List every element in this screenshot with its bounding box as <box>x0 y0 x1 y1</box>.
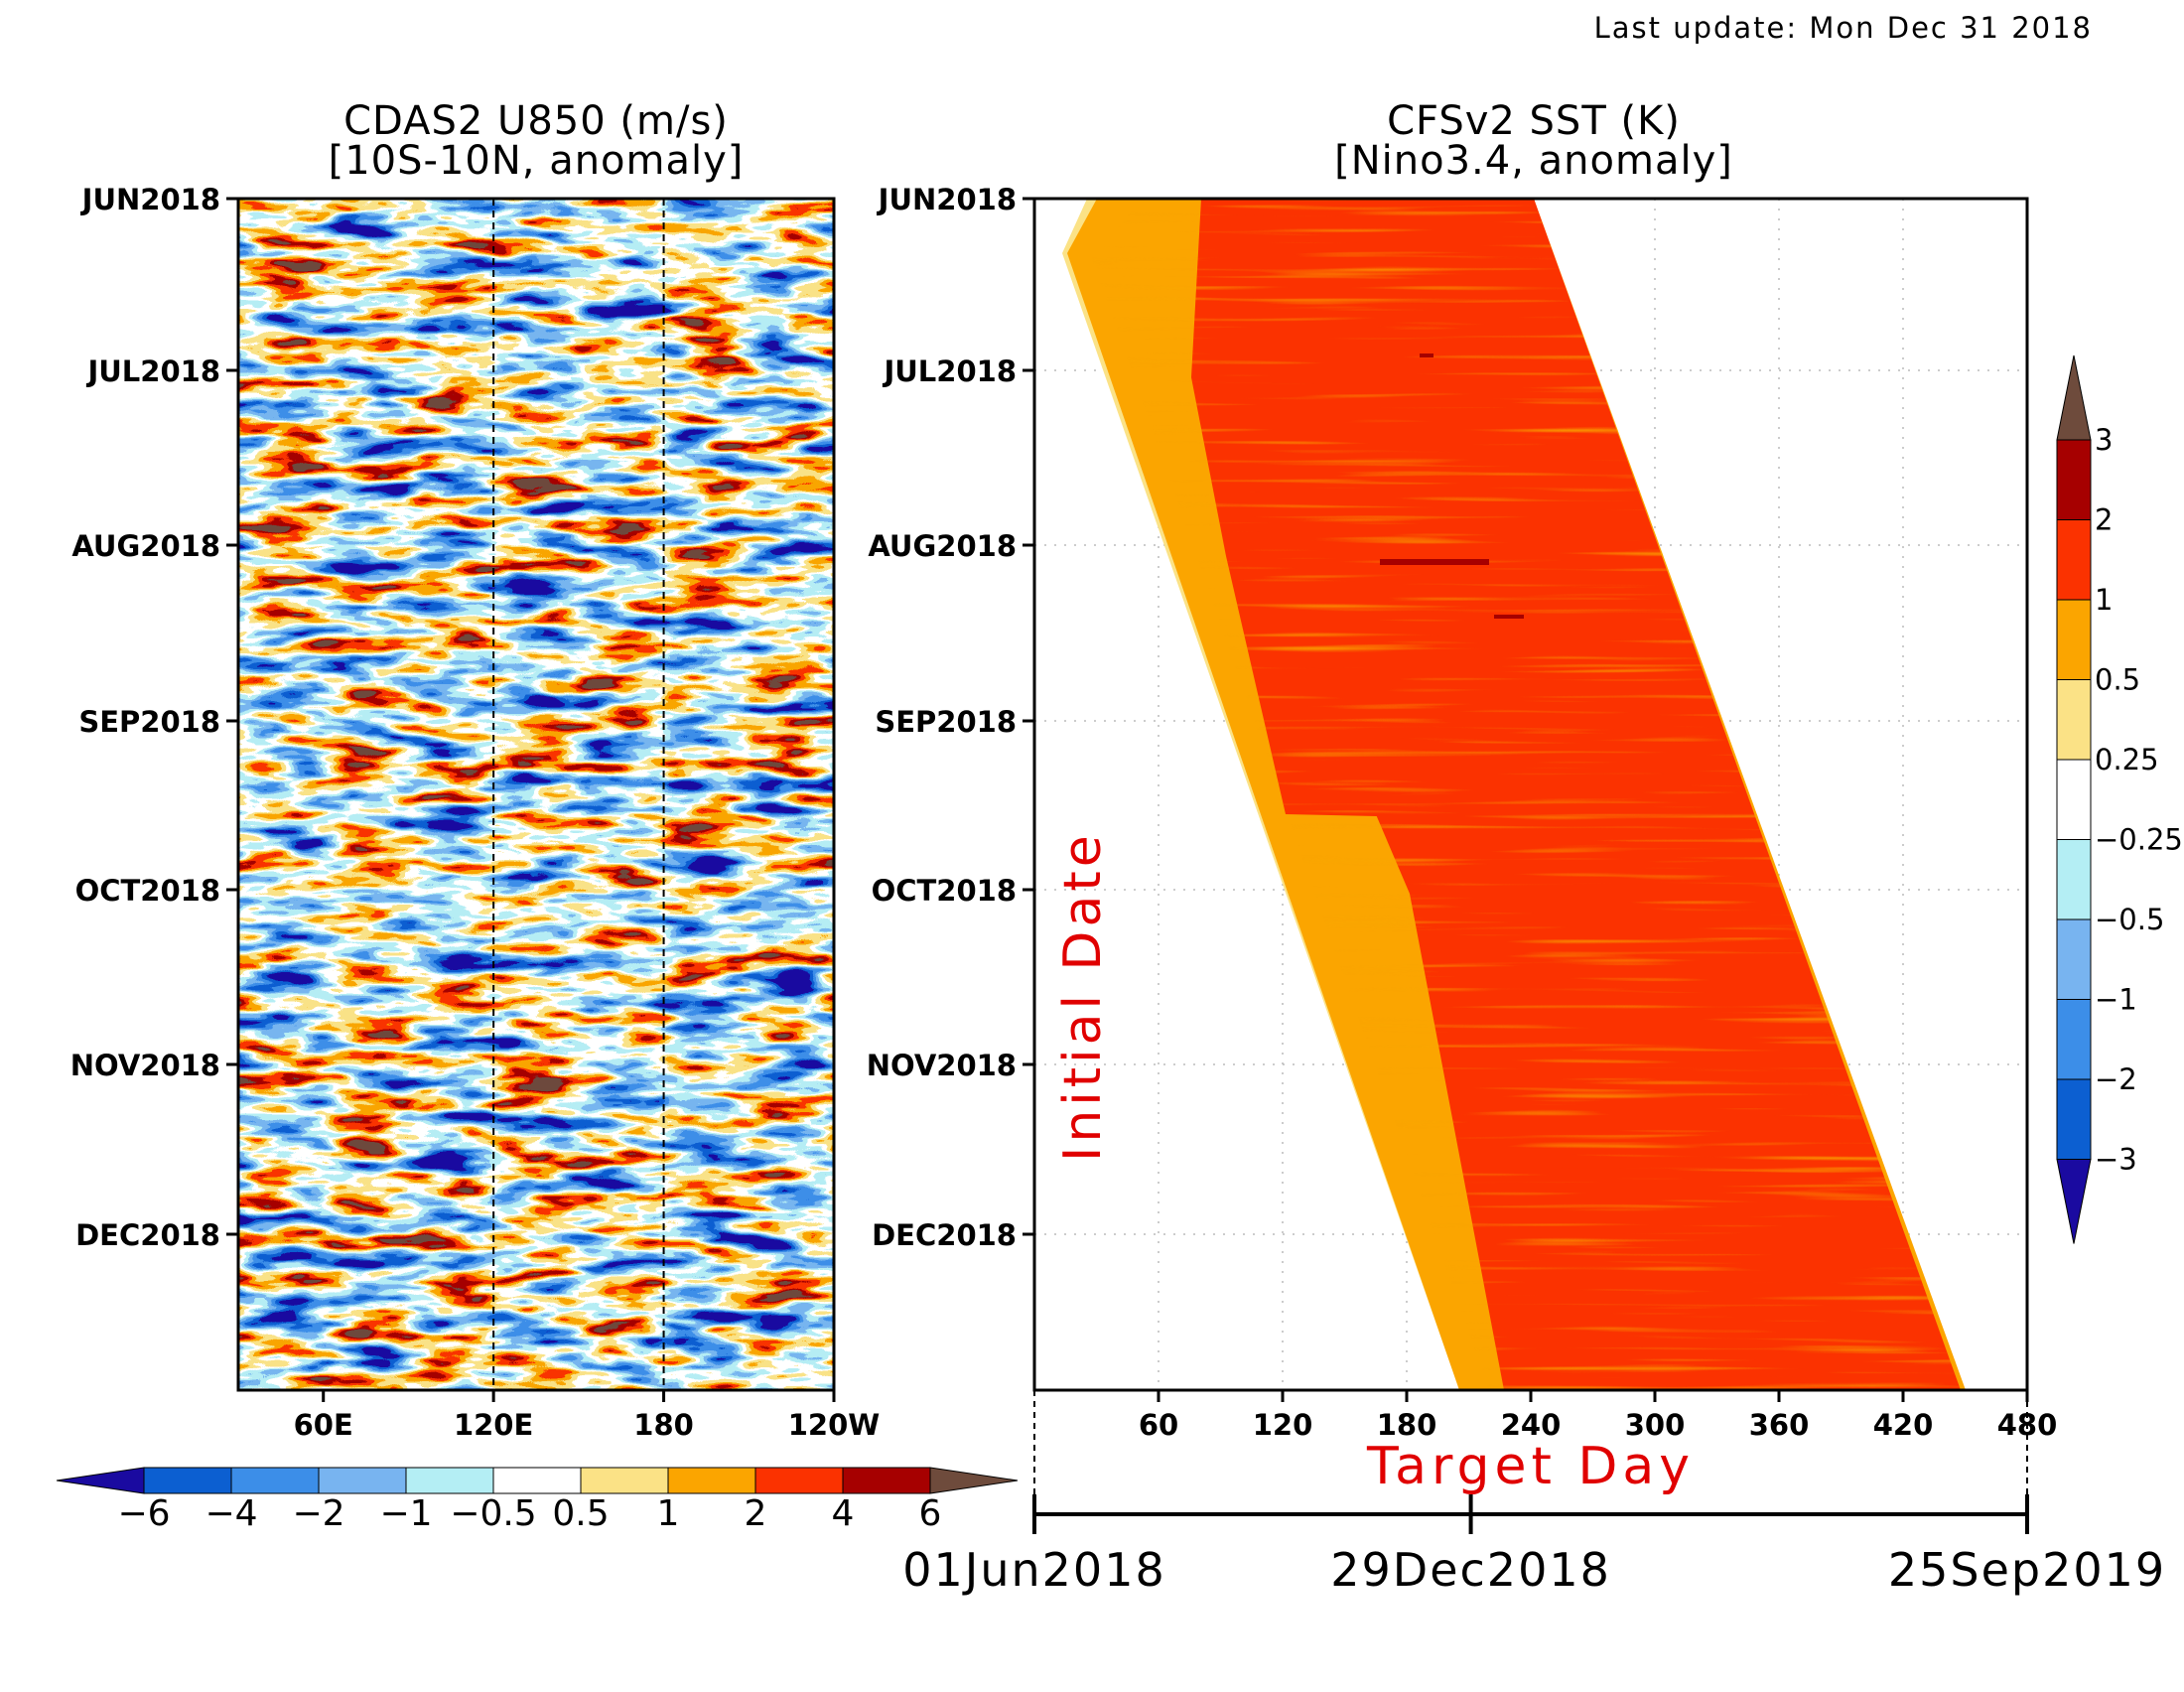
colorbar-level-label: 3 <box>2095 423 2113 457</box>
u850-x-tick-label: 60E <box>294 1408 353 1442</box>
sst-y-tick-label: JUL2018 <box>882 354 1017 388</box>
sst-title: CFSv2 SST (K) <box>1387 98 1681 144</box>
sst-x-axis: 60 120 180 240 300 360 420 480 <box>1139 1390 2057 1442</box>
u850-panel: CDAS2 U850 (m/s) [10S-10N, anomaly] JUN2… <box>56 98 1019 1534</box>
colorbar-swatch <box>2056 918 2092 1000</box>
sst-x-tick-label: 180 <box>1377 1408 1437 1442</box>
colorbar-swatch <box>405 1467 494 1494</box>
colorbar-level-label: 1 <box>2095 583 2113 617</box>
sst-y-tick-label: OCT2018 <box>872 874 1017 908</box>
colorbar-level-label: −1 <box>379 1493 432 1534</box>
sst-dark-streak <box>1420 353 1433 357</box>
u850-x-tick-label: 120E <box>454 1408 533 1442</box>
colorbar-swatch <box>2056 839 2092 920</box>
sst-y-tick-label: JUN2018 <box>877 183 1017 216</box>
sst-date-axis: 01Jun2018 29Dec2018 25Sep2019 <box>902 1390 2166 1597</box>
colorbar-swatch <box>580 1467 669 1494</box>
colorbar-level-label: 0.5 <box>552 1493 609 1534</box>
colorbar-extend-high <box>929 1467 1019 1494</box>
u850-subtitle: [10S-10N, anomaly] <box>329 138 745 184</box>
sst-dark-streak <box>1494 615 1524 619</box>
sst-y-tick-label: NOV2018 <box>867 1049 1017 1082</box>
colorbar-level-label: 4 <box>832 1493 855 1534</box>
colorbar-level-label: 2 <box>745 1493 767 1534</box>
colorbar-level-label: −2 <box>2095 1062 2137 1096</box>
u850-y-tick-label: JUL2018 <box>85 354 220 388</box>
colorbar-extend-low <box>2056 1159 2092 1244</box>
colorbar-swatch <box>2056 519 2092 601</box>
u850-plot-frame <box>236 197 836 1392</box>
colorbar-level-label: −1 <box>2095 983 2137 1017</box>
u850-y-tick-label: DEC2018 <box>75 1218 220 1252</box>
sst-x-tick-label: 360 <box>1749 1408 1810 1442</box>
sst-y-tick-label: AUG2018 <box>868 529 1017 563</box>
u850-y-axis: JUN2018 JUL2018 AUG2018 SEP2018 OCT2018 NOV20… <box>70 183 238 1252</box>
colorbar-swatch <box>2056 679 2092 761</box>
colorbar-level-label: −3 <box>2095 1143 2137 1177</box>
colorbar-extend-low <box>56 1467 145 1494</box>
colorbar-level-label: 1 <box>657 1493 680 1534</box>
u850-colorbar: −6 −4 −2 −1 −0.5 0.5 1 2 4 6 <box>56 1467 1019 1534</box>
colorbar-level-label: −2 <box>292 1493 344 1534</box>
sst-x-tick-label: 120 <box>1253 1408 1313 1442</box>
sst-x-tick-label: 420 <box>1873 1408 1934 1442</box>
colorbar-level-label: 2 <box>2095 503 2113 537</box>
sst-subtitle: [Nino3.4, anomaly] <box>1334 138 1733 184</box>
u850-y-tick-label: JUN2018 <box>80 183 220 216</box>
u850-reference-lines <box>492 199 665 1390</box>
sst-x-tick-label: 60 <box>1139 1408 1178 1442</box>
colorbar-swatch <box>2056 999 2092 1080</box>
sst-panel: CFSv2 SST (K) [Nino3.4, anomaly] JUN2018… <box>867 98 2183 1597</box>
date-axis-label: 01Jun2018 <box>902 1543 1165 1597</box>
colorbar-level-label: −6 <box>117 1493 170 1534</box>
u850-x-tick-label: 180 <box>633 1408 694 1442</box>
u850-y-tick-label: AUG2018 <box>71 529 220 563</box>
sst-dark-streak <box>1380 559 1489 565</box>
sst-y-tick-label: DEC2018 <box>872 1218 1017 1252</box>
colorbar-swatch <box>318 1467 407 1494</box>
u850-y-tick-label: NOV2018 <box>70 1049 220 1082</box>
colorbar-swatch <box>492 1467 582 1494</box>
colorbar-level-label: −0.5 <box>2095 903 2164 936</box>
sst-ylabel: Initial Date <box>1053 831 1113 1162</box>
u850-y-tick-label: SEP2018 <box>78 705 220 739</box>
u850-field <box>238 199 834 1390</box>
date-axis-label: 25Sep2019 <box>1888 1543 2166 1597</box>
sst-colorbar: 3 2 1 0.5 0.25 −0.25 −0.5 −1 −2 −3 <box>2056 354 2183 1244</box>
colorbar-level-label: −4 <box>205 1493 257 1534</box>
colorbar-swatch <box>2056 759 2092 840</box>
colorbar-swatch <box>143 1467 232 1494</box>
colorbar-level-label: −0.25 <box>2095 823 2183 857</box>
date-axis-label: 29Dec2018 <box>1330 1543 1611 1597</box>
colorbar-swatch <box>667 1467 756 1494</box>
colorbar-swatch <box>842 1467 931 1494</box>
u850-x-tick-label: 120W <box>788 1408 881 1442</box>
sst-band-streaks <box>1092 199 1966 1390</box>
u850-y-tick-label: OCT2018 <box>75 874 220 908</box>
colorbar-swatch <box>754 1467 844 1494</box>
sst-field <box>1062 199 1966 1390</box>
colorbar-swatch <box>2056 1078 2092 1160</box>
colorbar-swatch <box>2056 439 2092 520</box>
sst-x-tick-label: 240 <box>1501 1408 1562 1442</box>
colorbar-level-label: −0.5 <box>450 1493 536 1534</box>
sst-x-tick-label: 300 <box>1625 1408 1686 1442</box>
last-update-text: Last update: Mon Dec 31 2018 <box>1594 11 2093 45</box>
colorbar-level-label: 0.5 <box>2095 663 2140 697</box>
sst-y-axis: JUN2018 JUL2018 AUG2018 SEP2018 OCT2018 NOV20… <box>867 183 1034 1252</box>
sst-xlabel: Target Day <box>1366 1437 1695 1496</box>
u850-title: CDAS2 U850 (m/s) <box>343 98 729 144</box>
colorbar-level-label: 6 <box>919 1493 942 1534</box>
u850-x-axis: 60E 120E 180 120W <box>294 1390 881 1442</box>
colorbar-swatch <box>2056 599 2092 680</box>
sst-y-tick-label: SEP2018 <box>875 705 1017 739</box>
colorbar-swatch <box>230 1467 320 1494</box>
colorbar-level-label: 0.25 <box>2095 743 2159 776</box>
colorbar-extend-high <box>2056 354 2092 441</box>
